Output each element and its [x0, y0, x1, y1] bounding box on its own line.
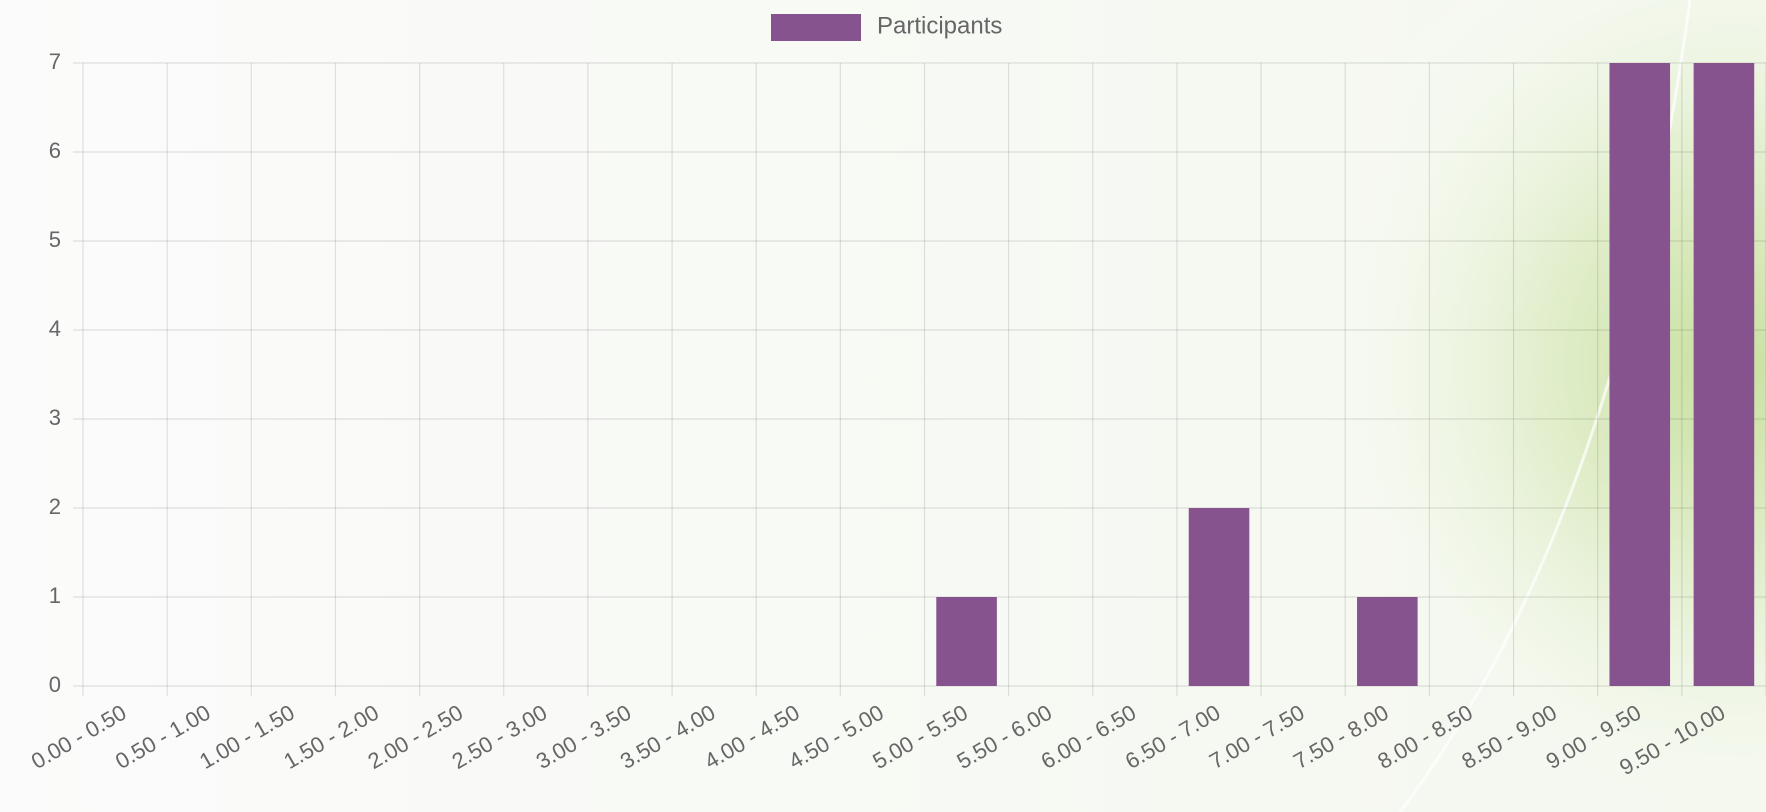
y-tick-label: 4 [49, 316, 61, 341]
y-tick-label: 2 [49, 494, 61, 519]
bar [1188, 508, 1250, 686]
y-tick-label: 1 [49, 583, 61, 608]
bar [1357, 597, 1418, 686]
y-tick-label: 3 [49, 405, 61, 430]
y-tick-label: 6 [49, 138, 61, 163]
legend-label: Participants [877, 12, 1002, 39]
legend-swatch [771, 14, 861, 41]
bar [1609, 63, 1671, 686]
y-tick-label: 0 [49, 672, 61, 697]
y-tick-label: 5 [49, 227, 61, 252]
bar [1693, 63, 1755, 686]
background-swoosh [1030, 0, 1766, 812]
bar [936, 597, 997, 686]
y-tick-label: 7 [49, 49, 61, 74]
